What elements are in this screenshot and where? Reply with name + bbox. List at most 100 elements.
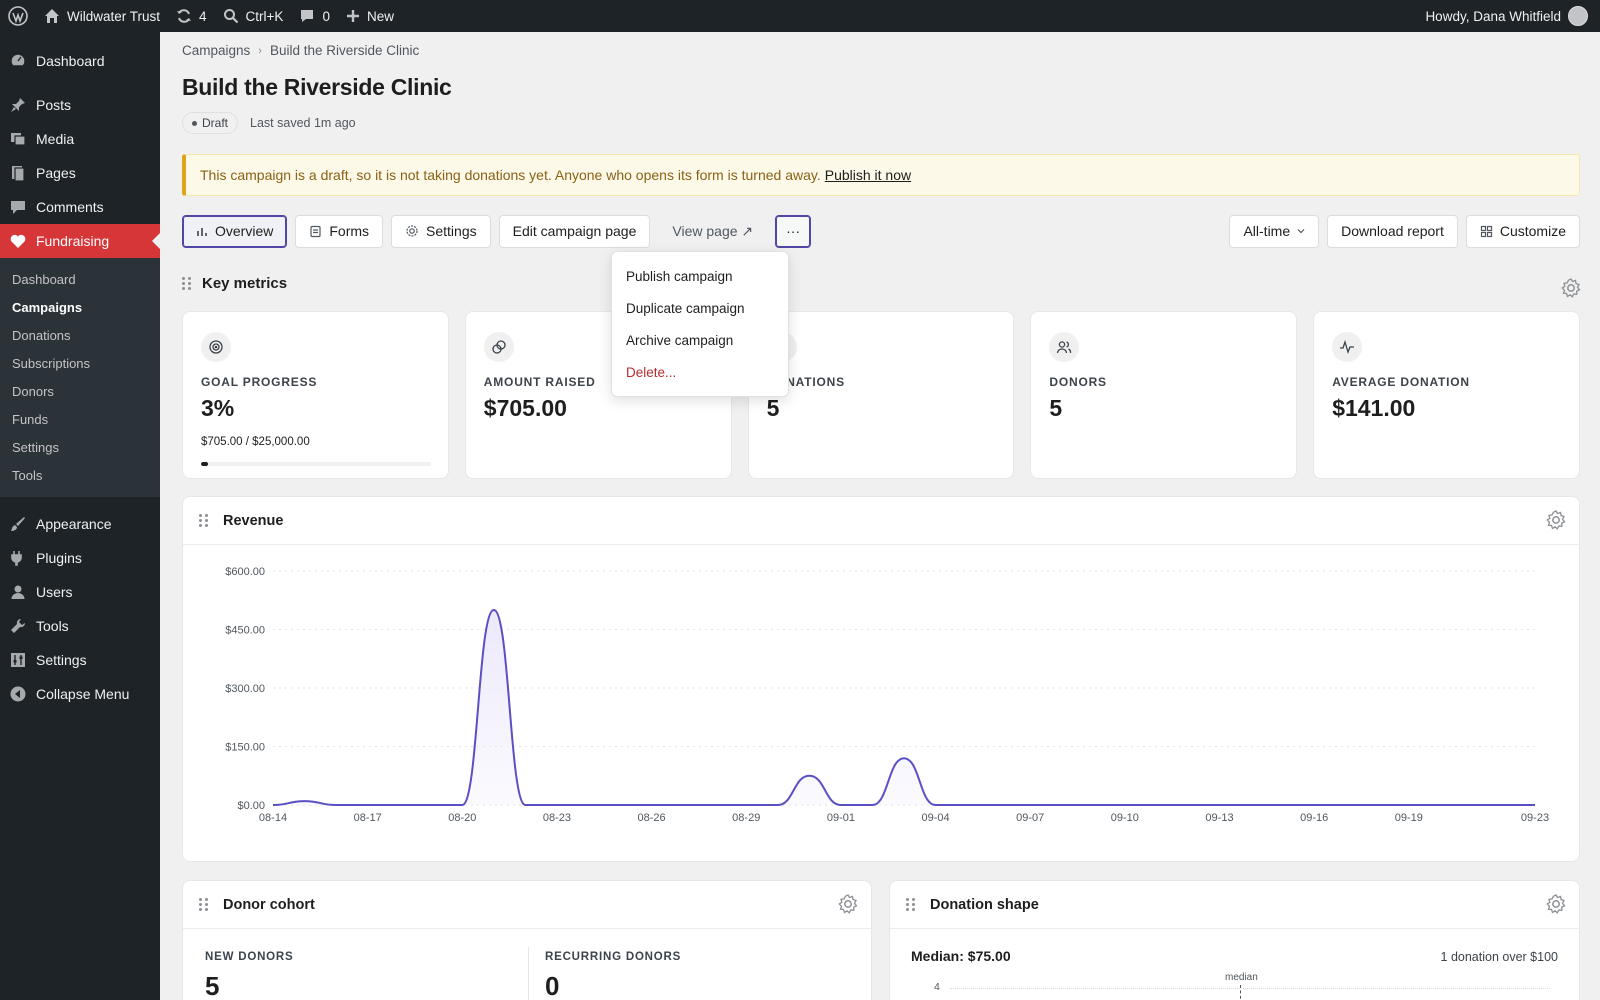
download-report-button[interactable]: Download report [1327,214,1458,248]
menu-label: Comments [36,199,104,215]
tab-forms[interactable]: Forms [295,214,384,248]
last-saved: Last saved 1m ago [250,116,356,130]
target-icon [201,332,231,362]
menu-posts[interactable]: Posts [0,88,160,122]
donor-cohort-panel: Donor cohort New donors 5 Recurring dono… [182,880,872,1000]
metric-value: 3% [201,395,235,421]
x-tick-label: 08-14 [259,812,287,824]
submenu-campaigns[interactable]: Campaigns [12,299,83,315]
site-name-link[interactable]: Wildwater Trust [36,0,168,32]
wordpress-logo-icon[interactable] [0,0,36,32]
comments-link[interactable]: 0 [291,0,338,32]
median-marker-label: median [1225,972,1258,983]
updates-link[interactable]: 4 [168,0,215,32]
x-tick-label: 09-01 [827,812,855,824]
menu-label: Settings [36,652,87,668]
gridline [950,988,1550,989]
form-icon [309,225,322,238]
x-tick-label: 09-04 [921,812,949,824]
submenu-settings[interactable]: Settings [12,439,59,455]
x-tick-label: 08-26 [638,812,666,824]
more-actions-menu: Publish campaign Duplicate campaign Arch… [611,251,789,397]
menu-settings[interactable]: Settings [0,643,160,677]
metric-value: $141.00 [1332,395,1416,421]
publish-campaign-item[interactable]: Publish campaign [626,268,733,284]
edit-campaign-page-button[interactable]: Edit campaign page [498,214,651,248]
metric-value: 5 [1049,395,1063,421]
admin-sidebar: Dashboard Posts Media Pages Comments Fun… [0,32,160,1000]
donor-cohort-title: Donor cohort [223,896,315,913]
submenu-funds[interactable]: Funds [12,411,49,427]
menu-label: Dashboard [36,53,105,69]
notice-text: This campaign is a draft, so it is not t… [200,167,821,183]
new-donors-value: 5 [205,971,220,1000]
drag-handle-icon[interactable] [182,276,192,291]
metric-label: Donors [1049,375,1107,389]
drag-handle-icon[interactable] [906,897,916,912]
updates-icon [176,8,192,24]
menu-fundraising[interactable]: Fundraising [0,224,160,258]
delete-campaign-item[interactable]: Delete... [626,364,677,380]
median-marker-line [1240,985,1241,1000]
menu-plugins[interactable]: Plugins [0,541,160,575]
menu-pages[interactable]: Pages [0,156,160,190]
customize-button[interactable]: Customize [1465,214,1580,248]
collapse-icon [9,685,27,703]
menu-media[interactable]: Media [0,122,160,156]
dashboard-icon [9,52,27,70]
submenu-subscriptions[interactable]: Subscriptions [12,355,91,371]
y-tick-label: $450.00 [225,625,265,637]
y-tick-label: $0.00 [237,800,265,812]
submenu-donations[interactable]: Donations [12,327,71,343]
menu-dashboard[interactable]: Dashboard [0,44,160,78]
account-menu[interactable]: Howdy, Dana Whitfield [1417,0,1600,32]
sliders-icon [9,651,27,669]
drag-handle-icon[interactable] [199,513,209,528]
tab-label: Overview [215,223,274,239]
submenu-tools[interactable]: Tools [12,467,43,483]
new-content-link[interactable]: New [338,0,402,32]
menu-comments[interactable]: Comments [0,190,160,224]
menu-users[interactable]: Users [0,575,160,609]
gear-icon[interactable] [837,893,859,915]
revenue-panel: Revenue $0.00 $150.00 $300.00 $450.00 $600.0… [182,496,1580,862]
site-name: Wildwater Trust [67,8,161,24]
menu-label: Collapse Menu [36,686,130,702]
pulse-icon [1332,332,1363,362]
menu-label: Tools [36,618,69,634]
gear-icon[interactable] [1545,509,1567,531]
menu-label: Plugins [36,550,82,566]
admin-bar: Wildwater Trust 4 Ctrl+K 0 New Howdy, Da… [0,0,1600,32]
archive-campaign-item[interactable]: Archive campaign [626,332,734,348]
tab-settings[interactable]: Settings [391,214,491,248]
metric-label: Goal progress [201,375,318,389]
menu-collapse[interactable]: Collapse Menu [0,677,160,711]
metric-value: $705.00 [483,395,567,421]
duplicate-campaign-item[interactable]: Duplicate campaign [626,300,745,316]
search-icon [223,8,239,24]
x-tick-label: 08-23 [543,812,571,824]
customize-label: Customize [1499,223,1566,239]
submenu-donors[interactable]: Donors [12,383,54,399]
tab-overview[interactable]: Overview [182,214,288,248]
status-row: Draft Last saved 1m ago [182,112,356,134]
gear-icon[interactable] [1560,277,1582,299]
view-page-link[interactable]: View page ↗ [672,222,754,239]
more-actions-button[interactable]: ··· [775,214,812,248]
over-note: 1 donation over $100 [1440,950,1558,964]
goal-progress-bar [201,462,431,466]
publish-now-link[interactable]: Publish it now [824,167,912,183]
drag-handle-icon[interactable] [199,897,209,912]
breadcrumb-parent[interactable]: Campaigns [182,43,251,58]
key-metrics-grid: Goal progress 3% $705.00 / $25,000.00 Am… [182,311,1580,479]
date-range-select[interactable]: All-time [1229,214,1320,248]
menu-tools[interactable]: Tools [0,609,160,643]
updates-count: 4 [199,8,207,24]
menu-appearance[interactable]: Appearance [0,507,160,541]
search-link[interactable]: Ctrl+K [215,0,292,32]
x-tick-label: 09-10 [1111,812,1139,824]
gear-icon[interactable] [1545,893,1567,915]
submenu-dashboard[interactable]: Dashboard [12,271,76,287]
comment-icon [299,8,315,24]
plus-icon [346,9,360,23]
